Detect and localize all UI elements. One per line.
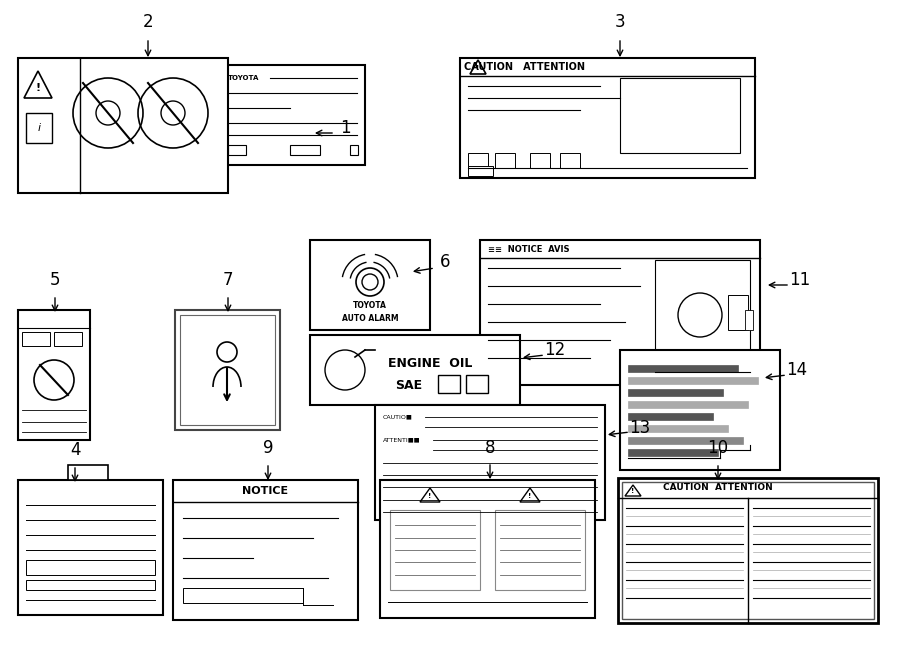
Bar	[745, 310, 753, 330]
Text: CAUTION   ATTENTION: CAUTION ATTENTION	[464, 62, 586, 72]
Bar	[728, 295, 748, 330]
Bar	[622, 482, 874, 619]
Bar	[655, 260, 750, 375]
Text: ENGINE  OIL: ENGINE OIL	[388, 357, 472, 369]
Bar	[495, 153, 515, 168]
Bar	[175, 310, 280, 430]
Text: NOTICE: NOTICE	[242, 486, 288, 496]
Text: 8: 8	[485, 439, 495, 457]
Text: !: !	[632, 488, 634, 494]
Text: 3: 3	[615, 13, 626, 31]
Bar	[26, 560, 155, 575]
Bar	[468, 166, 493, 176]
Bar	[466, 375, 488, 393]
Bar	[310, 335, 520, 405]
Text: 9: 9	[263, 439, 274, 457]
Text: SAE: SAE	[395, 379, 422, 391]
Bar	[26, 580, 155, 590]
Bar	[438, 375, 460, 393]
Text: !: !	[528, 493, 532, 499]
Bar	[26, 113, 52, 143]
Text: CAUTION  ATTENTION: CAUTION ATTENTION	[663, 483, 773, 493]
Text: !: !	[428, 493, 432, 499]
Text: CAUTIO■: CAUTIO■	[383, 414, 413, 420]
Text: TOYOTA: TOYOTA	[228, 75, 259, 81]
Bar	[68, 465, 108, 480]
Bar	[560, 153, 580, 168]
Bar	[18, 480, 163, 615]
Bar	[628, 437, 743, 444]
Bar	[468, 153, 488, 168]
Bar	[620, 78, 740, 153]
Bar	[628, 365, 738, 372]
Bar	[495, 510, 585, 590]
Bar	[480, 240, 760, 385]
Bar	[183, 588, 303, 603]
Text: !: !	[35, 83, 40, 93]
Text: 12: 12	[544, 341, 565, 359]
Bar	[54, 332, 82, 346]
Bar	[22, 332, 50, 346]
Bar	[18, 310, 90, 440]
Bar	[350, 145, 358, 155]
Text: 1: 1	[339, 119, 350, 137]
Text: !: !	[476, 65, 480, 71]
Bar	[290, 145, 320, 155]
Text: AUTO ALARM: AUTO ALARM	[342, 314, 399, 322]
Text: ≡≡  NOTICE  AVIS: ≡≡ NOTICE AVIS	[488, 244, 570, 254]
Bar	[628, 449, 718, 456]
Bar	[173, 480, 358, 620]
Bar	[220, 65, 365, 165]
Bar	[228, 145, 246, 155]
Text: TOYOTA: TOYOTA	[353, 301, 387, 310]
Text: 14: 14	[787, 361, 807, 379]
Bar	[628, 413, 713, 420]
Bar	[460, 58, 755, 178]
Text: 11: 11	[789, 271, 811, 289]
Text: 10: 10	[707, 439, 729, 457]
Text: 7: 7	[223, 271, 233, 289]
Text: i: i	[38, 123, 40, 133]
Bar	[375, 405, 605, 520]
Bar	[380, 480, 595, 618]
Bar	[310, 240, 430, 330]
Bar	[628, 389, 723, 396]
Text: 5: 5	[50, 271, 60, 289]
Text: 4: 4	[70, 441, 80, 459]
Bar	[618, 478, 878, 623]
Text: ATTENTI■■: ATTENTI■■	[383, 438, 420, 442]
Bar	[530, 153, 550, 168]
Bar	[628, 401, 748, 408]
Bar	[18, 58, 228, 193]
Circle shape	[356, 268, 384, 296]
Text: 2: 2	[143, 13, 153, 31]
Text: 6: 6	[440, 253, 450, 271]
Bar	[180, 315, 275, 425]
Bar	[628, 425, 728, 432]
Bar	[390, 510, 480, 590]
Bar	[628, 377, 758, 384]
Text: 13: 13	[629, 419, 651, 437]
Bar	[620, 350, 780, 470]
